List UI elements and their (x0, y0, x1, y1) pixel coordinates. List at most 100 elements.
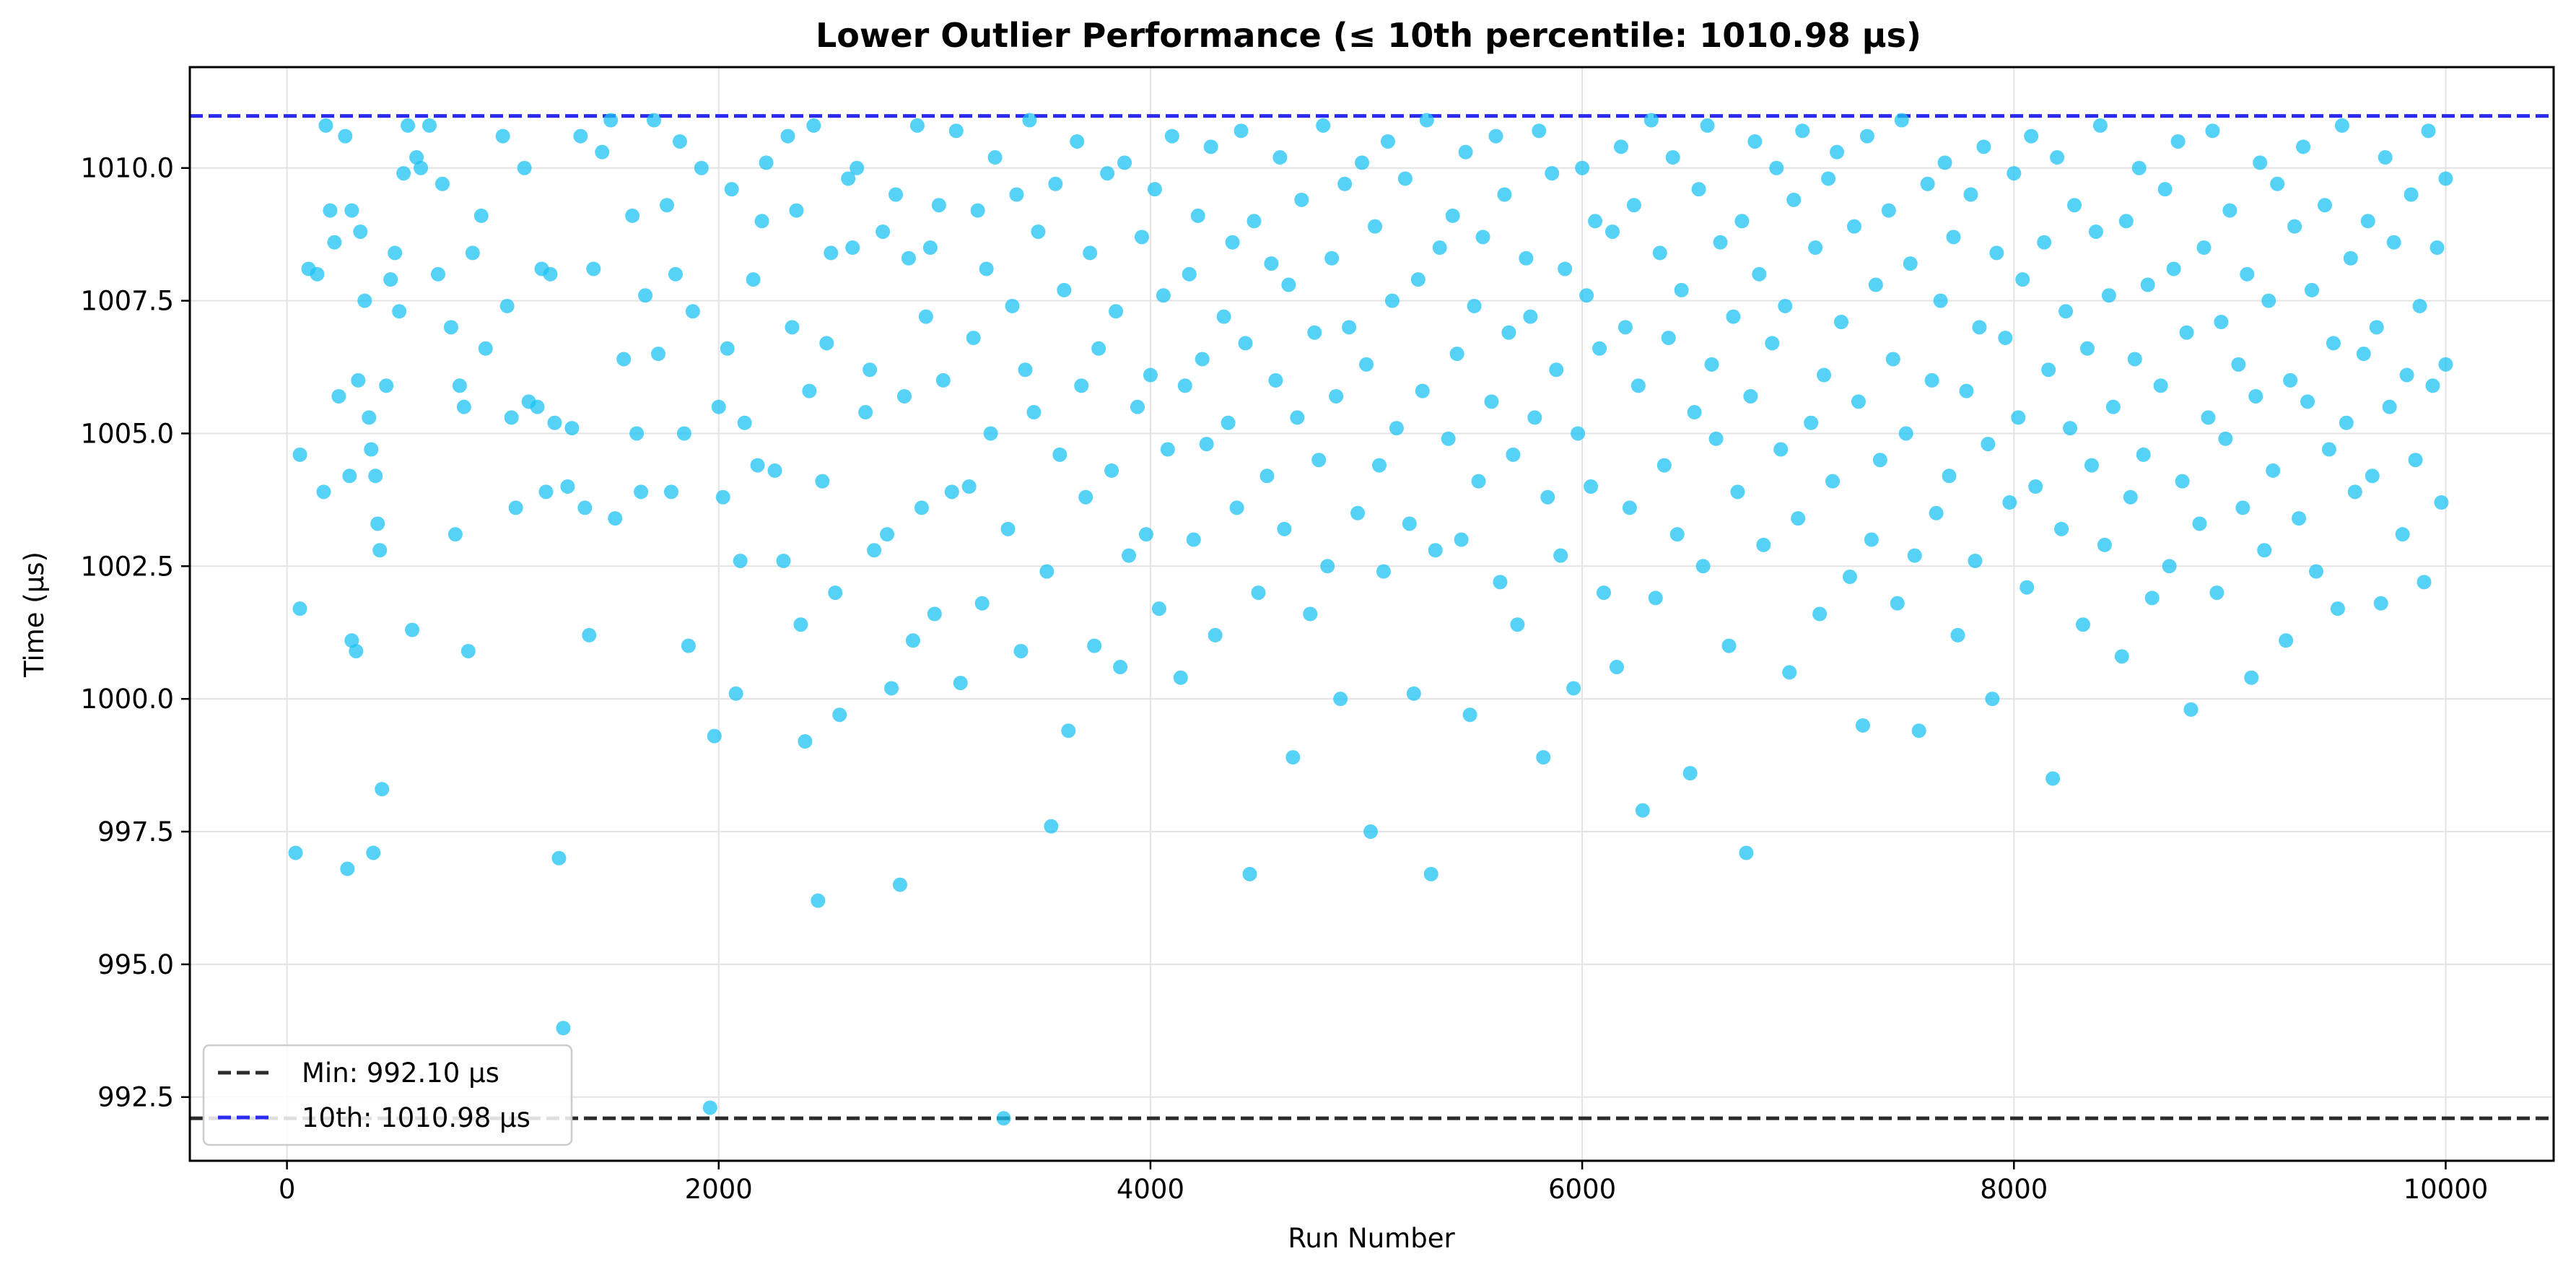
data-point-0-286 (1691, 182, 1706, 197)
y-tick-label-5: 1005.0 (81, 418, 174, 449)
data-point-0-243 (1484, 394, 1499, 409)
data-point-0-41 (456, 399, 471, 414)
data-point-0-23 (370, 516, 385, 531)
data-point-0-295 (1734, 214, 1750, 229)
data-point-0-24 (372, 543, 388, 558)
data-point-0-142 (996, 1111, 1011, 1126)
data-point-0-229 (1415, 383, 1430, 398)
data-point-0-145 (1009, 187, 1024, 202)
data-point-0-364 (2067, 198, 2082, 213)
data-point-0-369 (2092, 118, 2108, 133)
data-point-0-121 (892, 877, 907, 892)
data-point-0-439 (2429, 240, 2445, 256)
data-point-0-134 (953, 676, 968, 691)
data-point-0-263 (1579, 288, 1594, 303)
data-point-0-317 (1842, 570, 1857, 585)
data-point-0-383 (2162, 559, 2177, 574)
data-point-0-70 (629, 426, 645, 441)
data-point-0-320 (1855, 718, 1870, 733)
data-point-0-240 (1467, 298, 1482, 313)
data-point-0-258 (1553, 548, 1568, 563)
data-point-0-88 (724, 182, 739, 197)
data-point-0-421 (2343, 250, 2358, 266)
data-point-0-353 (2015, 272, 2030, 287)
data-point-0-37 (435, 176, 450, 191)
data-point-0-211 (1329, 388, 1344, 404)
data-point-0-346 (1981, 437, 1996, 452)
data-point-0-410 (2292, 511, 2307, 526)
y-tick-label-7: 1010.0 (81, 153, 174, 184)
data-point-0-136 (966, 331, 981, 346)
x-tick-label-2: 4000 (1117, 1174, 1184, 1205)
data-point-0-128 (922, 240, 938, 256)
data-point-0-403 (2257, 543, 2272, 558)
data-point-0-58 (556, 1021, 571, 1036)
data-point-0-79 (676, 426, 691, 441)
data-point-0-400 (2244, 670, 2259, 685)
data-point-0-371 (2101, 288, 2116, 303)
data-point-0-305 (1782, 665, 1797, 680)
data-point-0-342 (1963, 187, 1978, 202)
data-point-0-185 (1203, 139, 1218, 154)
data-point-0-441 (2438, 171, 2453, 186)
data-point-0-21 (366, 845, 381, 860)
data-point-0-35 (422, 118, 437, 133)
data-point-0-425 (2365, 468, 2380, 484)
data-point-0-27 (383, 272, 398, 287)
x-tick-label-3: 6000 (1548, 1174, 1616, 1205)
data-point-0-101 (793, 617, 808, 632)
data-point-0-251 (1523, 309, 1538, 324)
data-point-0-73 (647, 113, 662, 128)
data-point-0-166 (1113, 660, 1128, 675)
data-point-0-257 (1549, 362, 1564, 378)
data-point-0-347 (1985, 692, 2000, 707)
data-point-0-206 (1307, 325, 1322, 340)
data-point-0-7 (323, 203, 338, 218)
data-point-0-132 (944, 484, 959, 500)
data-point-0-75 (659, 198, 674, 213)
data-point-0-139 (979, 261, 994, 276)
data-point-0-38 (443, 320, 458, 335)
data-point-0-94 (754, 214, 769, 229)
data-point-0-34 (414, 160, 429, 175)
data-point-0-352 (2011, 410, 2026, 425)
legend-10th-label: 10th: 1010.98 μs (302, 1102, 531, 1133)
data-point-0-426 (2369, 320, 2384, 335)
data-point-0-341 (1959, 383, 1974, 398)
data-point-0-297 (1743, 388, 1758, 404)
data-point-0-245 (1493, 575, 1508, 590)
data-point-0-409 (2287, 219, 2302, 234)
data-point-0-16 (351, 372, 366, 388)
data-point-0-160 (1083, 245, 1098, 261)
data-point-0-131 (935, 372, 951, 388)
data-point-0-208 (1316, 118, 1331, 133)
data-point-0-259 (1558, 261, 1573, 276)
data-point-0-285 (1687, 405, 1702, 420)
data-point-0-261 (1571, 426, 1586, 441)
data-point-0-318 (1846, 219, 1861, 234)
data-point-0-39 (447, 527, 463, 542)
data-point-0-189 (1225, 235, 1240, 250)
data-point-0-216 (1355, 155, 1370, 170)
data-point-0-123 (901, 250, 916, 266)
data-point-0-175 (1156, 288, 1171, 303)
y-axis-ticks: 992.5 995.0 997.5 1000.0 1002.5 1005.0 1007.5 1… (81, 153, 190, 1113)
data-point-0-146 (1013, 643, 1029, 658)
data-point-0-355 (2024, 128, 2039, 144)
data-point-0-280 (1661, 331, 1676, 346)
data-point-0-72 (638, 288, 653, 303)
data-point-0-117 (876, 224, 891, 239)
data-point-0-428 (2378, 150, 2393, 165)
data-point-0-2 (292, 601, 307, 616)
y-tick-label-6: 1007.5 (81, 286, 174, 317)
data-point-0-193 (1242, 866, 1257, 881)
data-point-0-377 (2131, 160, 2147, 175)
data-point-0-157 (1070, 134, 1085, 149)
data-point-0-52 (530, 399, 545, 414)
data-point-0-213 (1337, 176, 1353, 191)
y-tick-label-1: 995.0 (97, 949, 174, 980)
data-point-0-266 (1592, 341, 1607, 356)
data-point-0-59 (560, 479, 575, 494)
data-point-0-310 (1808, 240, 1823, 256)
legend-min-label: Min: 992.10 μs (302, 1058, 499, 1089)
